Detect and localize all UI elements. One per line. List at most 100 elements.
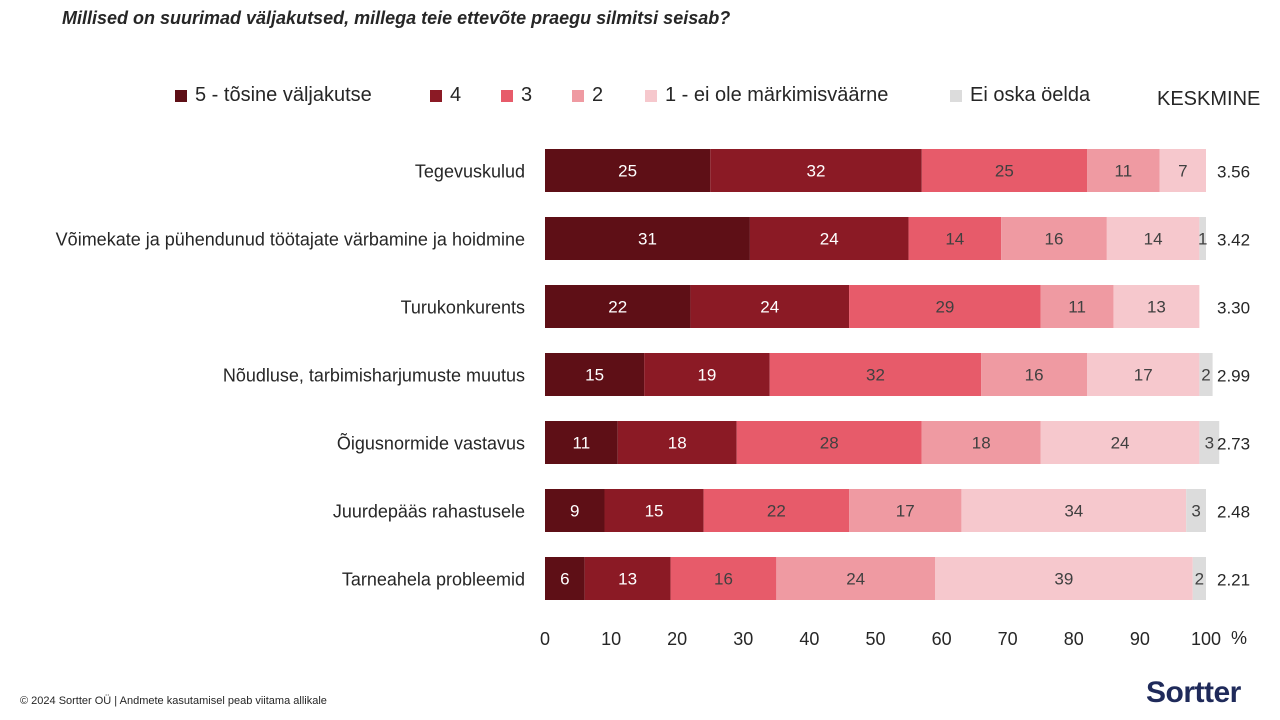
bar-segment [1186,489,1206,532]
bar-value-label: 6 [560,570,569,589]
bar-value-label: 11 [1115,162,1133,181]
bar-segment [1001,217,1107,260]
legend-swatch [430,89,442,102]
bar-value-label: 11 [573,434,591,453]
bar-segment [545,285,691,328]
x-tick-label: 40 [799,629,819,649]
bar-segment [545,557,585,600]
bar-segment [1040,285,1114,328]
bar-segment [921,421,1041,464]
bar-value-label: 14 [1144,230,1163,249]
x-axis-unit: % [1231,628,1247,648]
bar-segment [1087,353,1200,396]
bar-segment [1159,149,1206,192]
bar-segment [981,353,1088,396]
legend-item-4: 4 [430,84,461,107]
bar-segment [849,489,962,532]
bar-segment [545,489,605,532]
bar-value-label: 1 [1198,230,1207,249]
legend-swatch [501,89,513,102]
category-label: Tegevuskulud [415,162,525,182]
bar-segment [1113,285,1200,328]
bar-value-label: 29 [935,298,954,317]
legend-label: 4 [450,84,462,106]
category-label: Turukonkurents [401,298,525,318]
legend-item-2: 2 [572,84,603,107]
x-tick-label: 50 [865,629,885,649]
bar-value-label: 14 [945,230,964,249]
legend-item-1: 1 - ei ole märkimisväärne [645,84,888,107]
bar-segment [604,489,704,532]
legend-item-3: 3 [501,84,532,107]
bar-value-label: 19 [697,366,716,385]
x-tick-label: 80 [1064,629,1084,649]
legend-swatch [175,89,187,102]
category-label: Võimekate ja pühendunud töötajate värbam… [56,230,525,250]
bar-segment [908,217,1002,260]
legend-label: Ei oska öelda [970,84,1091,106]
bar-value-label: 3 [1191,502,1200,521]
legend-label: 1 - ei ole märkimisväärne [665,84,889,106]
bar-segment [961,489,1187,532]
bar-value-label: 31 [638,230,657,249]
bar-value-label: 7 [1178,162,1187,181]
legend-swatch [572,89,584,102]
bar-value-label: 24 [760,298,779,317]
bar-value-label: 18 [972,434,991,453]
bar-value-label: 25 [618,162,637,181]
legend: 5 - tõsine väljakutse 4 3 2 1 - ei ole m… [0,84,1280,114]
bar-value-label: 17 [896,502,915,521]
x-tick-label: 70 [998,629,1018,649]
bar-value-label: 11 [1068,298,1086,317]
x-tick-label: 10 [601,629,621,649]
average-value: 2.48 [1217,503,1250,522]
bar-value-label: 28 [820,434,839,453]
bar-segment [1106,217,1200,260]
bar-segment [1199,217,1206,260]
bar-segment [670,557,777,600]
bar-segment [1087,149,1160,192]
copyright-footer: © 2024 Sortter OÜ | Andmete kasutamisel … [20,695,327,707]
bar-value-label: 24 [846,570,865,589]
bar-value-label: 3 [1205,434,1214,453]
bar-value-label: 18 [668,434,687,453]
bar-segment [749,217,909,260]
x-tick-label: 100 [1191,629,1221,649]
category-label: Tarneahela probleemid [342,570,525,590]
bar-segment [690,285,850,328]
bar-value-label: 16 [714,570,733,589]
bar-segment [736,421,922,464]
bar-segment [769,353,982,396]
average-value: 3.42 [1217,231,1250,250]
bar-value-label: 24 [1111,434,1130,453]
x-tick-label: 0 [540,629,550,649]
legend-label: 3 [521,84,533,106]
bar-segment [776,557,935,600]
bar-value-label: 16 [1045,230,1064,249]
bar-segment [703,489,850,532]
bar-value-label: 32 [807,162,826,181]
sortter-logo: Sortter [1146,676,1241,709]
bar-segment [1192,557,1206,600]
bar-value-label: 15 [645,502,664,521]
average-value: 2.99 [1217,367,1250,386]
bar-segment [934,557,1193,600]
bar-segment [1199,353,1213,396]
bar-value-label: 24 [820,230,839,249]
bar-segment [921,149,1088,192]
x-tick-label: 30 [733,629,753,649]
bar-value-label: 25 [995,162,1014,181]
category-label: Õigusnormide vastavus [337,433,525,454]
legend-swatch [645,89,657,102]
category-label: Nõudluse, tarbimisharjumuste muutus [223,366,525,386]
legend-swatch [950,89,962,102]
bar-segment [1199,421,1220,464]
bar-segment [617,421,737,464]
bar-value-label: 2 [1195,570,1204,589]
bar-value-label: 2 [1201,366,1210,385]
bar-segment [545,421,618,464]
average-column-header: KESKMINE [1157,88,1261,110]
average-value: 3.30 [1217,299,1250,318]
bar-value-label: 32 [866,366,885,385]
bar-segment [644,353,770,396]
